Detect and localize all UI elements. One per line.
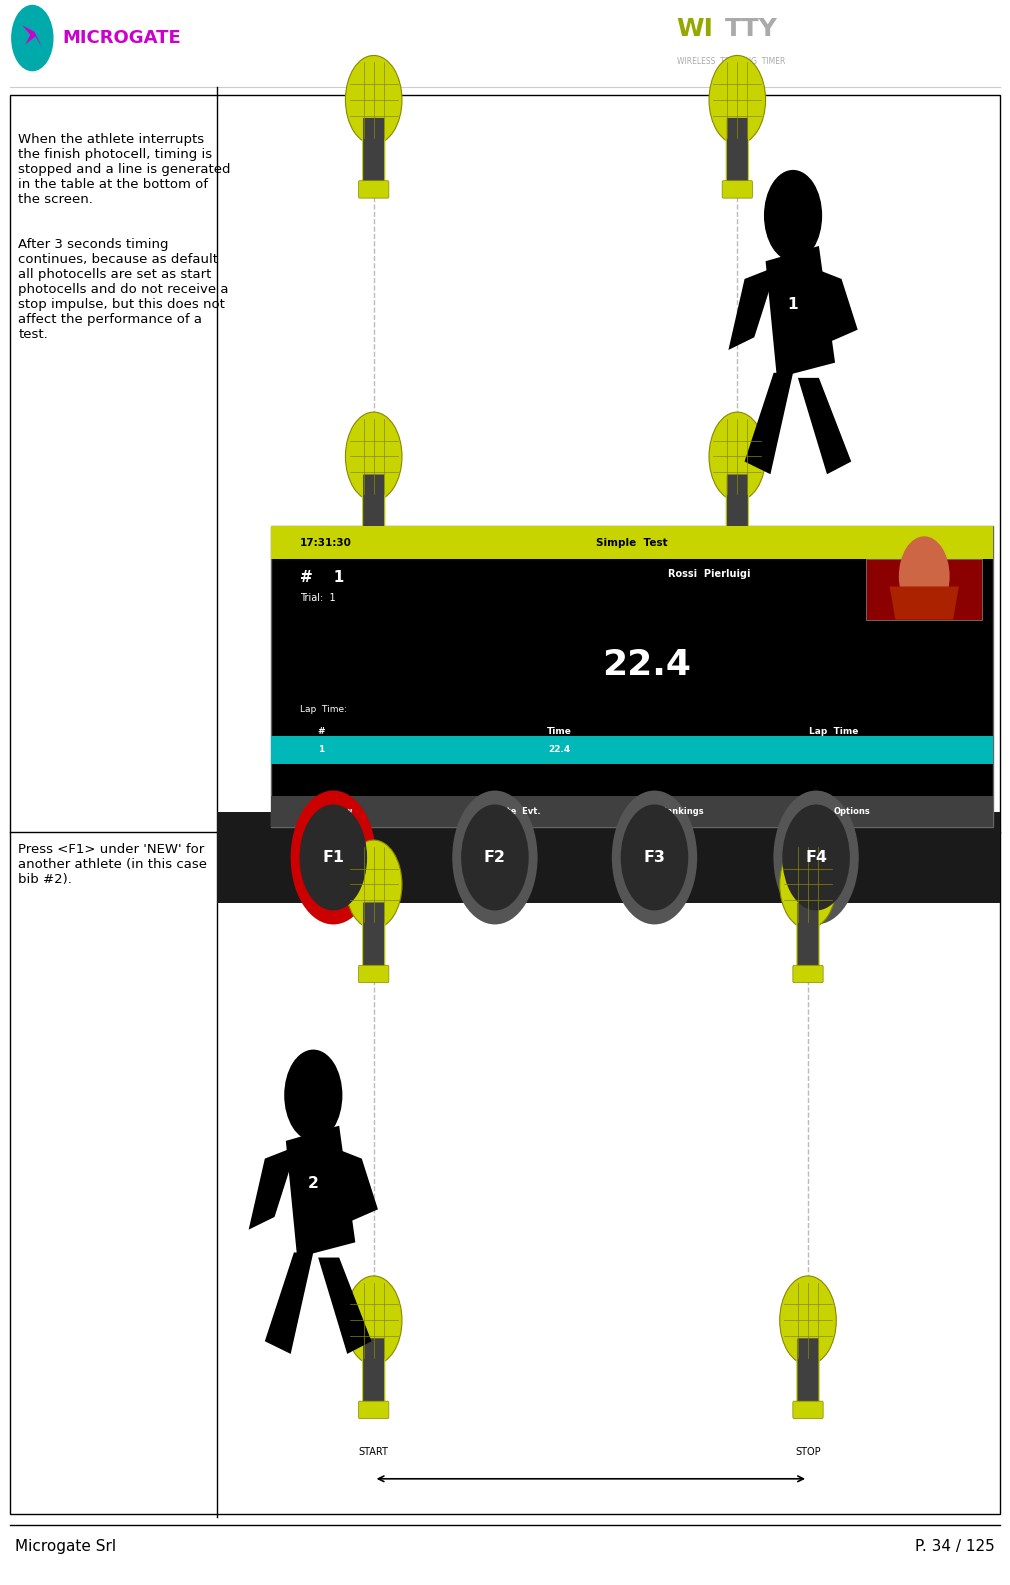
Circle shape [284,1049,342,1141]
Text: #    1: # 1 [300,571,343,585]
FancyBboxPatch shape [793,965,823,983]
Text: Lap  Time: Lap Time [809,726,858,735]
Polygon shape [248,1146,297,1230]
Text: Trial:  1: Trial: 1 [300,593,335,604]
Bar [10,95,1000,1514]
FancyBboxPatch shape [797,902,819,968]
Polygon shape [766,246,835,377]
Circle shape [764,170,822,262]
FancyBboxPatch shape [793,1401,823,1419]
FancyBboxPatch shape [726,117,748,184]
Text: Rossi  Pierluigi: Rossi Pierluigi [668,569,750,580]
Text: 1: 1 [318,745,324,754]
Circle shape [783,805,849,910]
FancyBboxPatch shape [363,474,385,540]
Polygon shape [809,266,857,342]
Text: 22.4: 22.4 [548,745,571,754]
Text: F2: F2 [484,850,506,865]
FancyBboxPatch shape [797,1338,819,1404]
Text: F3: F3 [643,850,666,865]
Bar [271,735,993,764]
Text: WIRELESS  TRAINING  TIMER: WIRELESS TRAINING TIMER [677,57,785,67]
Text: Microgate Srl: Microgate Srl [15,1539,116,1555]
Text: P. 34 / 125: P. 34 / 125 [915,1539,995,1555]
Text: MICROGATE: MICROGATE [63,29,182,48]
Text: START: START [359,583,389,593]
FancyBboxPatch shape [363,902,385,968]
FancyBboxPatch shape [363,1338,385,1404]
Text: Lap  Time:: Lap Time: [300,705,346,715]
FancyBboxPatch shape [359,181,389,198]
FancyBboxPatch shape [359,1401,389,1419]
Text: When the athlete interrupts
the finish photocell, timing is
stopped and a line i: When the athlete interrupts the finish p… [18,133,230,341]
Polygon shape [22,25,42,48]
Text: STOP: STOP [724,583,750,593]
Text: New: New [332,807,354,816]
Circle shape [345,1276,402,1365]
Bar [271,526,993,560]
Polygon shape [798,377,851,474]
Text: 1: 1 [788,296,799,312]
Text: F4: F4 [805,850,827,865]
Text: STOP: STOP [795,1447,821,1457]
Bar [867,560,982,620]
Polygon shape [329,1146,378,1222]
FancyBboxPatch shape [722,181,752,198]
FancyBboxPatch shape [726,474,748,540]
Text: Press <F1> under 'NEW' for
another athlete (in this case
bib #2).: Press <F1> under 'NEW' for another athle… [18,843,207,886]
Text: Simple  Test: Simple Test [596,537,668,548]
Circle shape [780,840,836,929]
Polygon shape [744,372,793,474]
FancyBboxPatch shape [363,117,385,184]
FancyBboxPatch shape [359,965,389,983]
Text: Delete  Evt.: Delete Evt. [485,807,540,816]
Text: WI: WI [677,16,714,41]
FancyBboxPatch shape [722,537,752,555]
Circle shape [291,791,376,924]
Circle shape [774,791,858,924]
Bar [217,812,1000,903]
Circle shape [780,1276,836,1365]
Circle shape [621,805,688,910]
Text: #: # [317,726,325,735]
Text: TTY: TTY [725,16,778,41]
Polygon shape [286,1125,356,1257]
Circle shape [709,412,766,501]
Text: START: START [359,1447,389,1457]
Polygon shape [265,1252,313,1354]
FancyBboxPatch shape [359,537,389,555]
Text: Rankings: Rankings [661,807,704,816]
Bar [271,796,993,827]
Circle shape [462,805,528,910]
Circle shape [452,791,537,924]
Circle shape [612,791,697,924]
Text: 2: 2 [308,1176,319,1192]
Circle shape [11,5,54,71]
Polygon shape [318,1257,372,1354]
Text: 22.4: 22.4 [602,648,691,682]
Circle shape [709,55,766,144]
Circle shape [345,412,402,501]
Polygon shape [890,586,958,620]
Polygon shape [728,266,777,350]
Circle shape [345,55,402,144]
Circle shape [300,805,367,910]
Text: Options: Options [833,807,871,816]
Text: 17:31:30: 17:31:30 [300,537,351,548]
Circle shape [899,536,949,617]
Text: Time: Time [547,726,572,735]
Bar [271,526,993,827]
Circle shape [345,840,402,929]
Text: F1: F1 [322,850,344,865]
